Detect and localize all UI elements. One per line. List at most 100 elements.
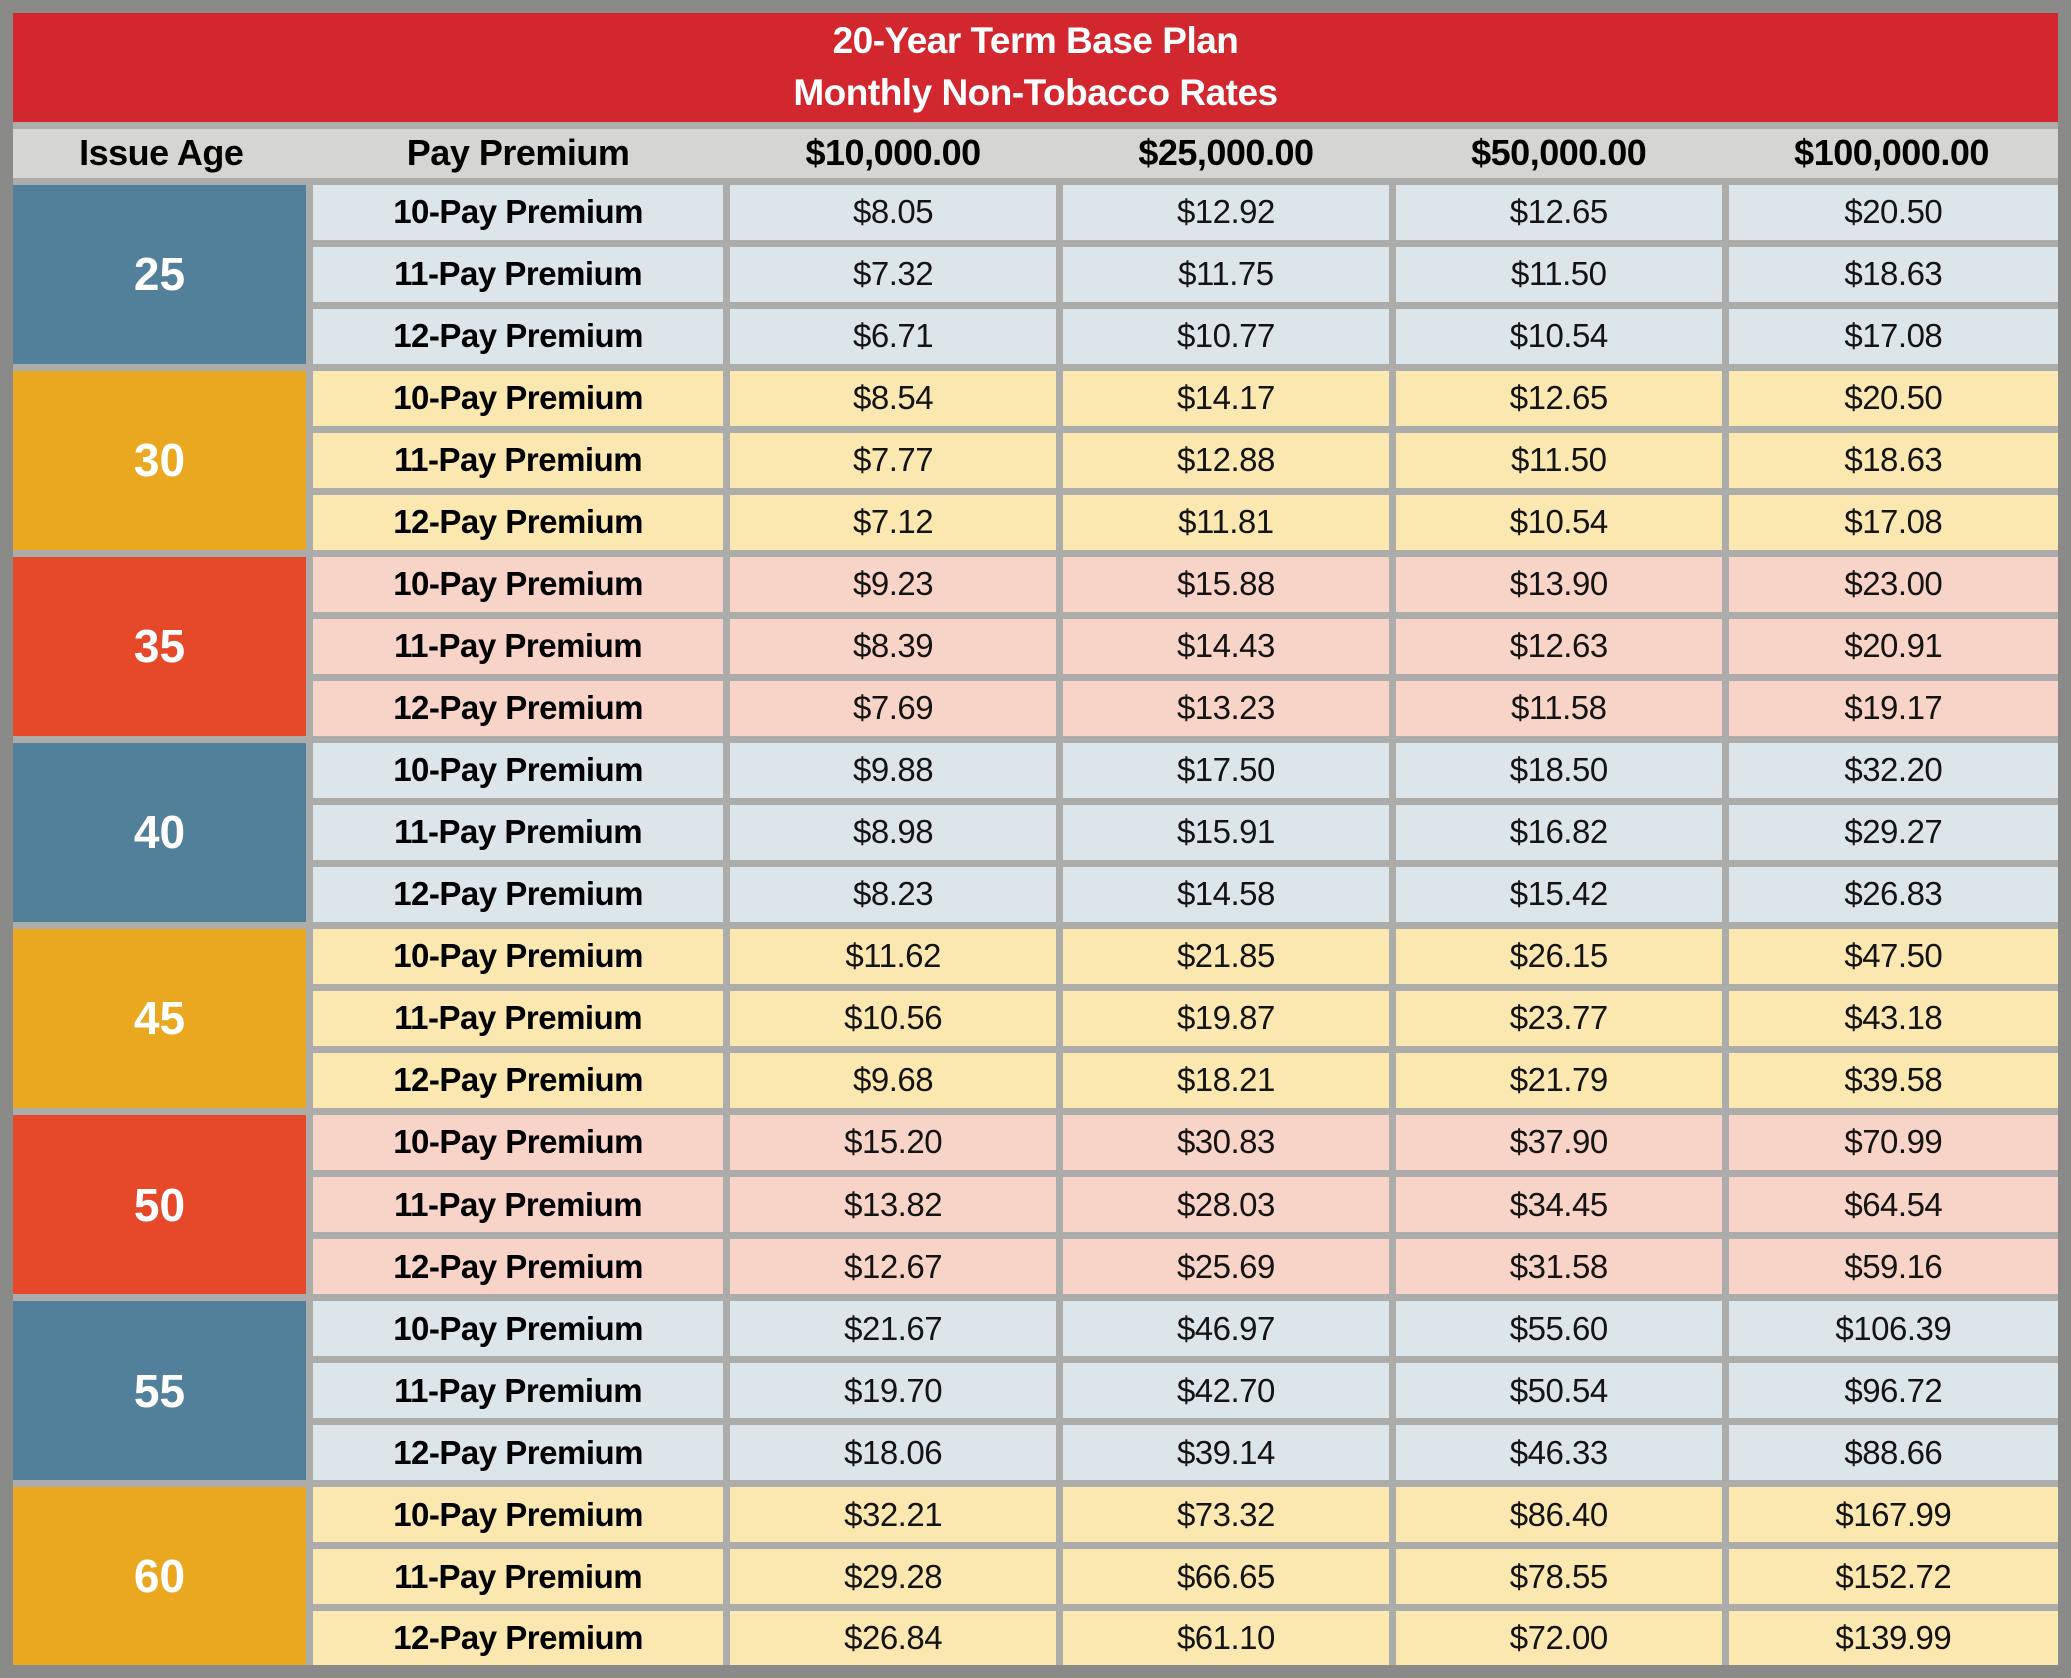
- rate-value-cell: $15.20: [723, 1107, 1063, 1178]
- table-row: 12-Pay Premium $7.12 $11.81 $10.54 $17.08: [13, 487, 2058, 557]
- rate-value-cell: $18.63: [1721, 425, 2058, 495]
- rate-value-cell: $12.67: [723, 1232, 1063, 1302]
- rate-value-cell: $11.62: [723, 921, 1063, 991]
- issue-age-cell: 35: [13, 549, 314, 743]
- rate-value-cell: $21.85: [1056, 921, 1396, 991]
- table-row: 12-Pay Premium $26.84 $61.10 $72.00 $139.99: [13, 1604, 2058, 1665]
- rate-value-cell: $18.63: [1721, 239, 2058, 309]
- column-header-10000: $10,000.00: [805, 132, 982, 173]
- rate-value-cell: $11.50: [1388, 239, 1729, 309]
- rate-value-cell: $66.65: [1056, 1542, 1396, 1612]
- rate-value-cell: $72.00: [1388, 1604, 1729, 1665]
- rate-value-cell: $64.54: [1721, 1169, 2058, 1240]
- table-row: 55 10-Pay Premium $21.67 $46.97 $55.60 $106.3…: [13, 1294, 2058, 1488]
- table-row: 12-Pay Premium $12.67 $25.69 $31.58 $59.16: [13, 1232, 2058, 1302]
- table-row: 45 10-Pay Premium $11.62 $21.85 $26.15 $47.50: [13, 921, 2058, 1115]
- rate-value-cell: $12.92: [1056, 177, 1396, 247]
- rate-value-cell: $34.45: [1388, 1169, 1729, 1240]
- rate-value-cell: $61.10: [1056, 1604, 1396, 1665]
- issue-age-cell: 60: [13, 1480, 314, 1665]
- table-row: 40 10-Pay Premium $9.88 $17.50 $18.50 $32.20: [13, 735, 2058, 929]
- rate-value-cell: $139.99: [1721, 1604, 2058, 1665]
- table-row: 11-Pay Premium $29.28 $66.65 $78.55 $152.72: [13, 1542, 2058, 1612]
- rates-table-body: 25 10-Pay Premium $8.05 $12.92 $12.65 $20.50 1…: [13, 177, 2058, 1665]
- rate-value-cell: $14.43: [1056, 611, 1396, 681]
- table-row: 12-Pay Premium $6.71 $10.77 $10.54 $17.08: [13, 301, 2058, 371]
- rate-value-cell: $29.28: [723, 1542, 1063, 1612]
- rate-value-cell: $16.82: [1388, 797, 1729, 867]
- rate-value-cell: $23.00: [1721, 549, 2058, 619]
- rate-value-cell: $73.32: [1056, 1480, 1396, 1550]
- pay-premium-label-cell: 10-Pay Premium: [306, 1480, 731, 1550]
- rate-value-cell: $17.08: [1721, 301, 2058, 371]
- rate-value-cell: $46.33: [1388, 1418, 1729, 1488]
- rate-value-cell: $14.17: [1056, 363, 1396, 433]
- rate-value-cell: $12.88: [1056, 425, 1396, 495]
- table-row: 11-Pay Premium $10.56 $19.87 $23.77 $43.18: [13, 983, 2058, 1053]
- rate-value-cell: $88.66: [1721, 1418, 2058, 1488]
- rate-value-cell: $26.83: [1721, 859, 2058, 929]
- pay-premium-label-cell: 12-Pay Premium: [306, 859, 731, 929]
- rate-value-cell: $7.32: [723, 239, 1063, 309]
- pay-premium-label-cell: 12-Pay Premium: [306, 673, 731, 743]
- pay-premium-label-cell: 11-Pay Premium: [306, 611, 731, 681]
- rate-value-cell: $13.82: [723, 1169, 1063, 1240]
- title-line-1: 20-Year Term Base Plan: [832, 19, 1239, 61]
- rate-value-cell: $12.65: [1388, 363, 1729, 433]
- rate-value-cell: $7.69: [723, 673, 1063, 743]
- rate-value-cell: $11.75: [1056, 239, 1396, 309]
- column-header-issue-age: Issue Age: [79, 132, 244, 173]
- pay-premium-label-cell: 10-Pay Premium: [306, 363, 731, 433]
- rate-value-cell: $28.03: [1056, 1169, 1396, 1240]
- rate-value-cell: $17.08: [1721, 487, 2058, 557]
- rate-value-cell: $7.12: [723, 487, 1063, 557]
- issue-age-cell: 25: [13, 177, 314, 371]
- pay-premium-label-cell: 11-Pay Premium: [306, 1542, 731, 1612]
- rate-value-cell: $50.54: [1388, 1356, 1729, 1426]
- issue-age-cell: 30: [13, 363, 314, 557]
- rate-value-cell: $8.05: [723, 177, 1063, 247]
- pay-premium-label-cell: 12-Pay Premium: [306, 1418, 731, 1488]
- rate-value-cell: $18.06: [723, 1418, 1063, 1488]
- rate-value-cell: $15.88: [1056, 549, 1396, 619]
- rate-value-cell: $8.23: [723, 859, 1063, 929]
- rate-value-cell: $55.60: [1388, 1294, 1729, 1364]
- pay-premium-label-cell: 11-Pay Premium: [306, 1356, 731, 1426]
- rate-value-cell: $15.42: [1388, 859, 1729, 929]
- rate-value-cell: $15.91: [1056, 797, 1396, 867]
- pay-premium-label-cell: 10-Pay Premium: [306, 1294, 731, 1364]
- rate-value-cell: $26.84: [723, 1604, 1063, 1665]
- column-header-row: Issue Age Pay Premium $10,000.00 $25,000…: [13, 121, 2058, 185]
- column-header-pay-premium: Pay Premium: [406, 132, 630, 173]
- table-row: 50 10-Pay Premium $15.20 $30.83 $37.90 $70.99: [13, 1107, 2058, 1302]
- rates-table: 20-Year Term Base Plan Monthly Non-Tobac…: [13, 13, 2058, 1665]
- table-row: 12-Pay Premium $7.69 $13.23 $11.58 $19.17: [13, 673, 2058, 743]
- rate-value-cell: $32.20: [1721, 735, 2058, 805]
- rate-value-cell: $19.17: [1721, 673, 2058, 743]
- table-row: 11-Pay Premium $8.39 $14.43 $12.63 $20.91: [13, 611, 2058, 681]
- title-banner-row: 20-Year Term Base Plan Monthly Non-Tobac…: [13, 13, 2058, 129]
- rate-value-cell: $39.14: [1056, 1418, 1396, 1488]
- rate-value-cell: $106.39: [1721, 1294, 2058, 1364]
- rate-value-cell: $20.91: [1721, 611, 2058, 681]
- issue-age-cell: 55: [13, 1294, 314, 1488]
- pay-premium-label-cell: 10-Pay Premium: [306, 735, 731, 805]
- rate-value-cell: $23.77: [1388, 983, 1729, 1053]
- rate-value-cell: $10.77: [1056, 301, 1396, 371]
- rate-value-cell: $9.23: [723, 549, 1063, 619]
- rate-value-cell: $6.71: [723, 301, 1063, 371]
- rate-value-cell: $78.55: [1388, 1542, 1729, 1612]
- column-header-25000: $25,000.00: [1138, 132, 1314, 173]
- column-headers: Issue Age Pay Premium $10,000.00 $25,000…: [13, 132, 2058, 174]
- rate-value-cell: $12.63: [1388, 611, 1729, 681]
- pay-premium-label-cell: 12-Pay Premium: [306, 1604, 731, 1665]
- rate-value-cell: $17.50: [1056, 735, 1396, 805]
- rate-value-cell: $26.15: [1388, 921, 1729, 991]
- rate-value-cell: $30.83: [1056, 1107, 1396, 1178]
- rate-value-cell: $59.16: [1721, 1232, 2058, 1302]
- rate-value-cell: $12.65: [1388, 177, 1729, 247]
- rate-value-cell: $96.72: [1721, 1356, 2058, 1426]
- rate-value-cell: $47.50: [1721, 921, 2058, 991]
- table-row: 12-Pay Premium $8.23 $14.58 $15.42 $26.83: [13, 859, 2058, 929]
